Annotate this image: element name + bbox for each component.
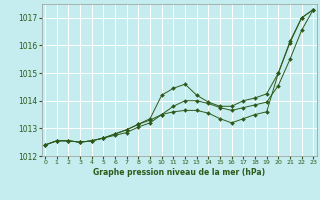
X-axis label: Graphe pression niveau de la mer (hPa): Graphe pression niveau de la mer (hPa) (93, 168, 265, 177)
